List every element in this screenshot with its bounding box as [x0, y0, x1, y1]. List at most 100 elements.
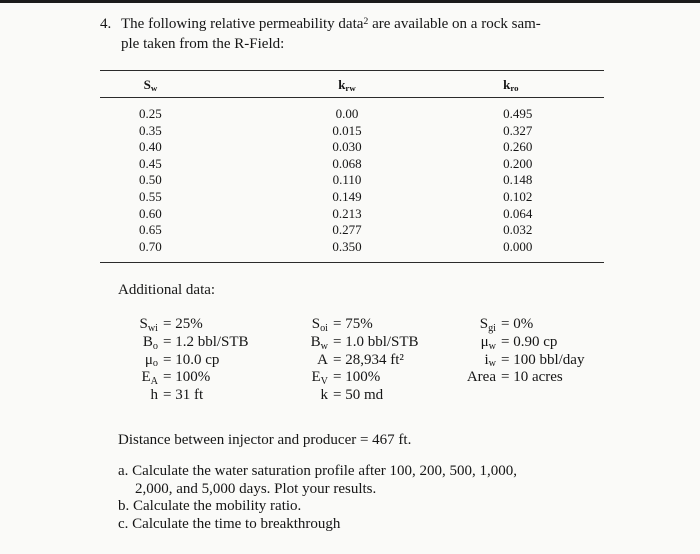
- cell-krw: 0.068: [332, 155, 362, 171]
- header-sub: w: [150, 83, 158, 94]
- cell-sw: 0.35: [139, 122, 162, 138]
- table-rule-header: [100, 97, 604, 98]
- header-sub: rw: [345, 83, 356, 94]
- document-page: 4. The following relative permeability d…: [0, 3, 700, 533]
- cell-sw: 0.65: [139, 222, 162, 238]
- header-base: k: [503, 77, 511, 92]
- cell-sw: 0.40: [139, 139, 162, 155]
- header-base: S: [143, 77, 151, 92]
- table-row: 0.65 0.277 0.032: [100, 222, 604, 239]
- intro-text-cont: are available on a rock sam-: [368, 16, 541, 32]
- col-header-sw: Sw: [100, 77, 201, 94]
- additional-data-column-1: Swi = 25% Bo = 1.2 bbl/STB μo = 10.0 cp …: [128, 316, 298, 404]
- table-rule-bottom: [100, 262, 604, 264]
- symbol: μo: [128, 352, 158, 370]
- cell-sw: 0.60: [139, 205, 162, 221]
- symbol-sub: V: [320, 375, 328, 387]
- symbol-base: k: [320, 386, 329, 403]
- value: = 0%: [501, 316, 534, 333]
- symbol-base: B: [310, 333, 321, 350]
- cell-krw: 0.149: [332, 188, 362, 204]
- data-item-k: k = 50 md: [298, 387, 458, 405]
- symbol-sub: o: [152, 358, 158, 370]
- value: = 1.2 bbl/STB: [163, 333, 249, 350]
- data-item-a: A = 28,934 ft²: [298, 352, 458, 370]
- table-row: 0.50 0.110 0.148: [100, 172, 604, 189]
- problem-number: 4.: [100, 16, 112, 32]
- cell-sw: 0.25: [139, 106, 162, 121]
- data-item-bo: Bo = 1.2 bbl/STB: [128, 334, 298, 352]
- question-a-line-1: a. Calculate the water saturation profil…: [118, 463, 518, 480]
- value: = 31 ft: [163, 386, 204, 403]
- data-item-soi: Soi = 75%: [298, 316, 458, 334]
- symbol-base: B: [142, 333, 153, 350]
- table-header-row: Sw krw kro: [100, 71, 604, 97]
- symbol: Soi: [298, 316, 328, 334]
- symbol: Sgi: [458, 316, 496, 334]
- value: = 75%: [333, 316, 373, 333]
- col-header-krw: krw: [201, 77, 493, 94]
- header-sub: ro: [510, 83, 519, 94]
- symbol: Swi: [128, 316, 158, 334]
- symbol-sub: w: [320, 340, 328, 352]
- value: = 100%: [333, 369, 381, 386]
- table-row: 0.40 0.030 0.260: [100, 139, 604, 156]
- relative-permeability-table: Sw krw kro 0.25 0.00 0.495 0.35 0.015 0.…: [100, 70, 604, 264]
- symbol-sub: gi: [488, 323, 496, 335]
- value: = 10.0 cp: [163, 351, 220, 368]
- symbol: Bw: [298, 334, 328, 352]
- symbol-sub: A: [150, 375, 158, 387]
- data-item-iw: iw = 100 bbl/day: [458, 352, 604, 370]
- symbol: EV: [298, 369, 328, 387]
- table-row: 0.70 0.350 0.000: [100, 239, 604, 256]
- cell-krw: 0.00: [335, 106, 359, 121]
- symbol-sub: wi: [147, 323, 158, 335]
- intro-text: The following relative permeability data: [121, 16, 364, 32]
- symbol-base: Area: [466, 369, 496, 386]
- intro-line-2: ple taken from the R-Field:: [121, 36, 285, 52]
- value: = 0.90 cp: [501, 333, 558, 350]
- data-item-mu-o: μo = 10.0 cp: [128, 352, 298, 370]
- value: = 50 md: [333, 386, 384, 403]
- data-item-mu-w: μw = 0.90 cp: [458, 334, 604, 352]
- value: = 100%: [163, 369, 211, 386]
- symbol: h: [128, 386, 159, 405]
- table-body: 0.25 0.00 0.495 0.35 0.015 0.327 0.40 0.…: [100, 98, 604, 262]
- symbol: A: [298, 352, 328, 370]
- table-row: 0.60 0.213 0.064: [100, 206, 604, 223]
- table-row: 0.45 0.068 0.200: [100, 156, 604, 173]
- distance-note: Distance between injector and producer =…: [118, 432, 412, 449]
- cell-kro: 0.064: [503, 205, 533, 221]
- symbol-sub: o: [152, 340, 158, 352]
- col-header-kro: kro: [493, 77, 604, 94]
- symbol-base: h: [150, 386, 159, 403]
- problem-statement: 4. The following relative permeability d…: [100, 14, 604, 54]
- cell-kro: 0.327: [503, 122, 533, 138]
- cell-krw: 0.110: [332, 172, 362, 188]
- symbol-base: S: [139, 316, 148, 333]
- questions-list: a. Calculate the water saturation profil…: [118, 463, 604, 533]
- symbol-base: A: [317, 351, 328, 368]
- table-rule-top: [100, 70, 604, 71]
- data-item-h: h = 31 ft: [128, 387, 298, 405]
- intro-line-1: The following relative permeability data…: [121, 14, 541, 34]
- footnote-ref: 2: [363, 15, 369, 27]
- symbol: k: [298, 386, 329, 405]
- symbol-sub: w: [488, 340, 496, 352]
- symbol-base: E: [311, 369, 321, 386]
- value: = 25%: [163, 316, 203, 333]
- symbol-base: i: [484, 351, 489, 368]
- symbol: iw: [458, 352, 496, 370]
- symbol-base: μ: [480, 333, 489, 350]
- additional-data-column-3: Sgi = 0% μw = 0.90 cp iw = 100 bbl/day A…: [458, 316, 604, 404]
- data-item-sgi: Sgi = 0%: [458, 316, 604, 334]
- symbol-base: S: [479, 316, 489, 333]
- cell-krw: 0.030: [332, 139, 362, 155]
- cell-kro: 0.260: [503, 139, 533, 155]
- additional-data-grid: Swi = 25% Bo = 1.2 bbl/STB μo = 10.0 cp …: [128, 316, 604, 404]
- cell-sw: 0.55: [139, 188, 162, 204]
- cell-sw: 0.50: [139, 172, 162, 188]
- symbol-base: E: [141, 369, 151, 386]
- symbol-base: μ: [144, 351, 153, 368]
- problem-intro: The following relative permeability data…: [121, 14, 541, 54]
